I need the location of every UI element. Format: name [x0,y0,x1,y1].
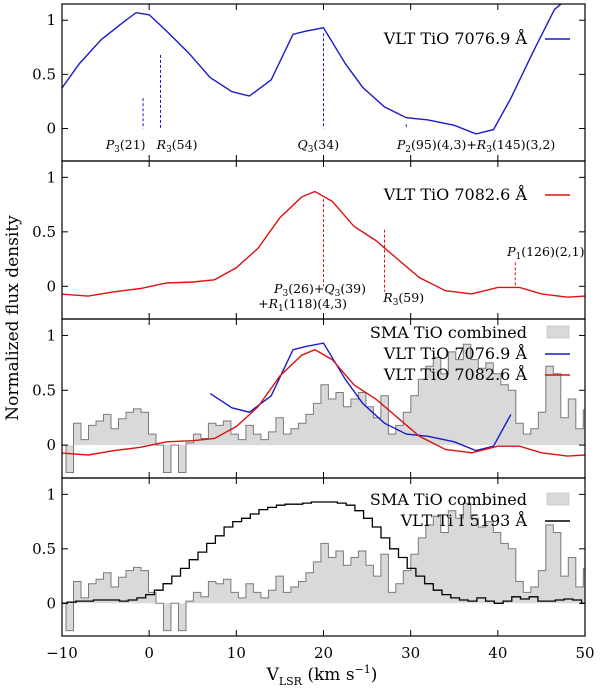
transition-label: R3(54) [156,137,198,155]
transition-label-part: Q [324,281,334,296]
y-tick-label: 0 [46,436,56,454]
y-tick-label: 0.5 [32,381,56,399]
transition-label: P3(26)+Q3(39) [273,281,366,299]
transition-label-part: (26)+ [288,281,324,296]
y-tick-label: 0.5 [32,540,56,558]
legend-swatch-fill [546,492,570,506]
transition-label-part: P [506,244,516,259]
y-tick-label: 1 [46,11,56,29]
y-tick-label: 0 [46,120,56,138]
y-tick-label: 1 [46,168,56,186]
transition-label-part: 1 [278,304,284,314]
x-tick-label: 0 [144,644,154,662]
transition-label-part: P [105,137,115,152]
x-axis-label: VLSR (km s−1) [266,663,378,688]
legend-label: SMA TiO combined [370,490,527,509]
transition-label-part: Q [297,137,307,152]
series-line-3 [62,348,585,457]
transition-label-part: 3 [335,289,341,299]
y-tick-label: 0 [46,594,56,612]
transition-label-part: + [258,296,268,311]
transition-label: P1(126)(2,1) [506,244,584,262]
x-tick-label: 40 [488,644,507,662]
transition-label-part: (59) [398,290,424,305]
transition-label-part: R [156,137,166,152]
transition-label-part: (126)(2,1) [521,244,584,259]
transition-label: Q3(34) [297,137,339,155]
legend-label: VLT Ti I 5193 Å [400,510,528,530]
histogram-fill [62,503,585,631]
legend-label: VLT TiO 7076.9 Å [383,343,528,363]
transition-label-part: 3 [486,145,492,155]
histogram-outline [62,343,585,473]
y-tick-label: 0.5 [32,65,56,83]
series-line-1 [62,190,585,298]
transition-label-part: (95)(4,3)+ [411,137,477,152]
transition-label-part: R [268,296,278,311]
histogram-outline [62,502,585,632]
transition-label-part: P [273,281,283,296]
histogram-fill [62,344,585,473]
transition-label-part: 3 [114,145,120,155]
plot-area [62,190,585,298]
x-tick-label: 50 [575,644,594,662]
plot-area [62,342,585,473]
transition-label: R3(59) [382,290,424,308]
y-tick-label: 0.5 [32,223,56,241]
series-line-1 [62,4,563,135]
transition-label-part: (34) [313,137,339,152]
transition-label-part: 1 [515,252,521,262]
labels-layer: Normalized flux density VLSR (km s−1) [3,215,377,688]
x-tick-label: 30 [401,644,420,662]
y-tick-label: 0 [46,277,56,295]
transition-label-part: (39) [340,281,366,296]
transition-label-part: (118)(4,3) [284,296,347,311]
transition-label-part: 3 [282,289,288,299]
y-tick-label: 1 [46,485,56,503]
y-axis-label: Normalized flux density [3,215,23,421]
legend-label: VLT TiO 7082.6 Å [383,184,528,204]
transition-label-part: (54) [172,137,198,152]
legend-label: SMA TiO combined [370,323,527,342]
x-tick-label: 20 [314,644,333,662]
transition-label: P2(95)(4,3)+R3(145)(3,2) [396,137,555,155]
transition-label-part: (21) [120,137,146,152]
legend-label: VLT TiO 7082.6 Å [383,364,528,384]
plot-area [62,4,563,135]
transition-label: P3(21) [105,137,146,155]
transition-label-part: R [382,290,392,305]
transition-label: +R1(118)(4,3) [258,296,347,314]
transition-label-part: 3 [393,298,399,308]
transition-label-part: 2 [405,145,411,155]
legend-swatch-fill [546,325,570,339]
legend-label: VLT TiO 7076.9 Å [383,28,528,48]
x-tick-label: 10 [227,644,246,662]
plot-area [62,501,585,632]
transition-label-part: P [396,137,406,152]
transition-label-part: 3 [308,145,314,155]
transition-label-part: R [476,137,486,152]
x-tick-label: −10 [46,644,78,662]
transition-label-part: (145)(3,2) [492,137,555,152]
step-series-line [62,501,585,604]
transition-label-part: 3 [166,145,172,155]
y-tick-label: 1 [46,326,56,344]
